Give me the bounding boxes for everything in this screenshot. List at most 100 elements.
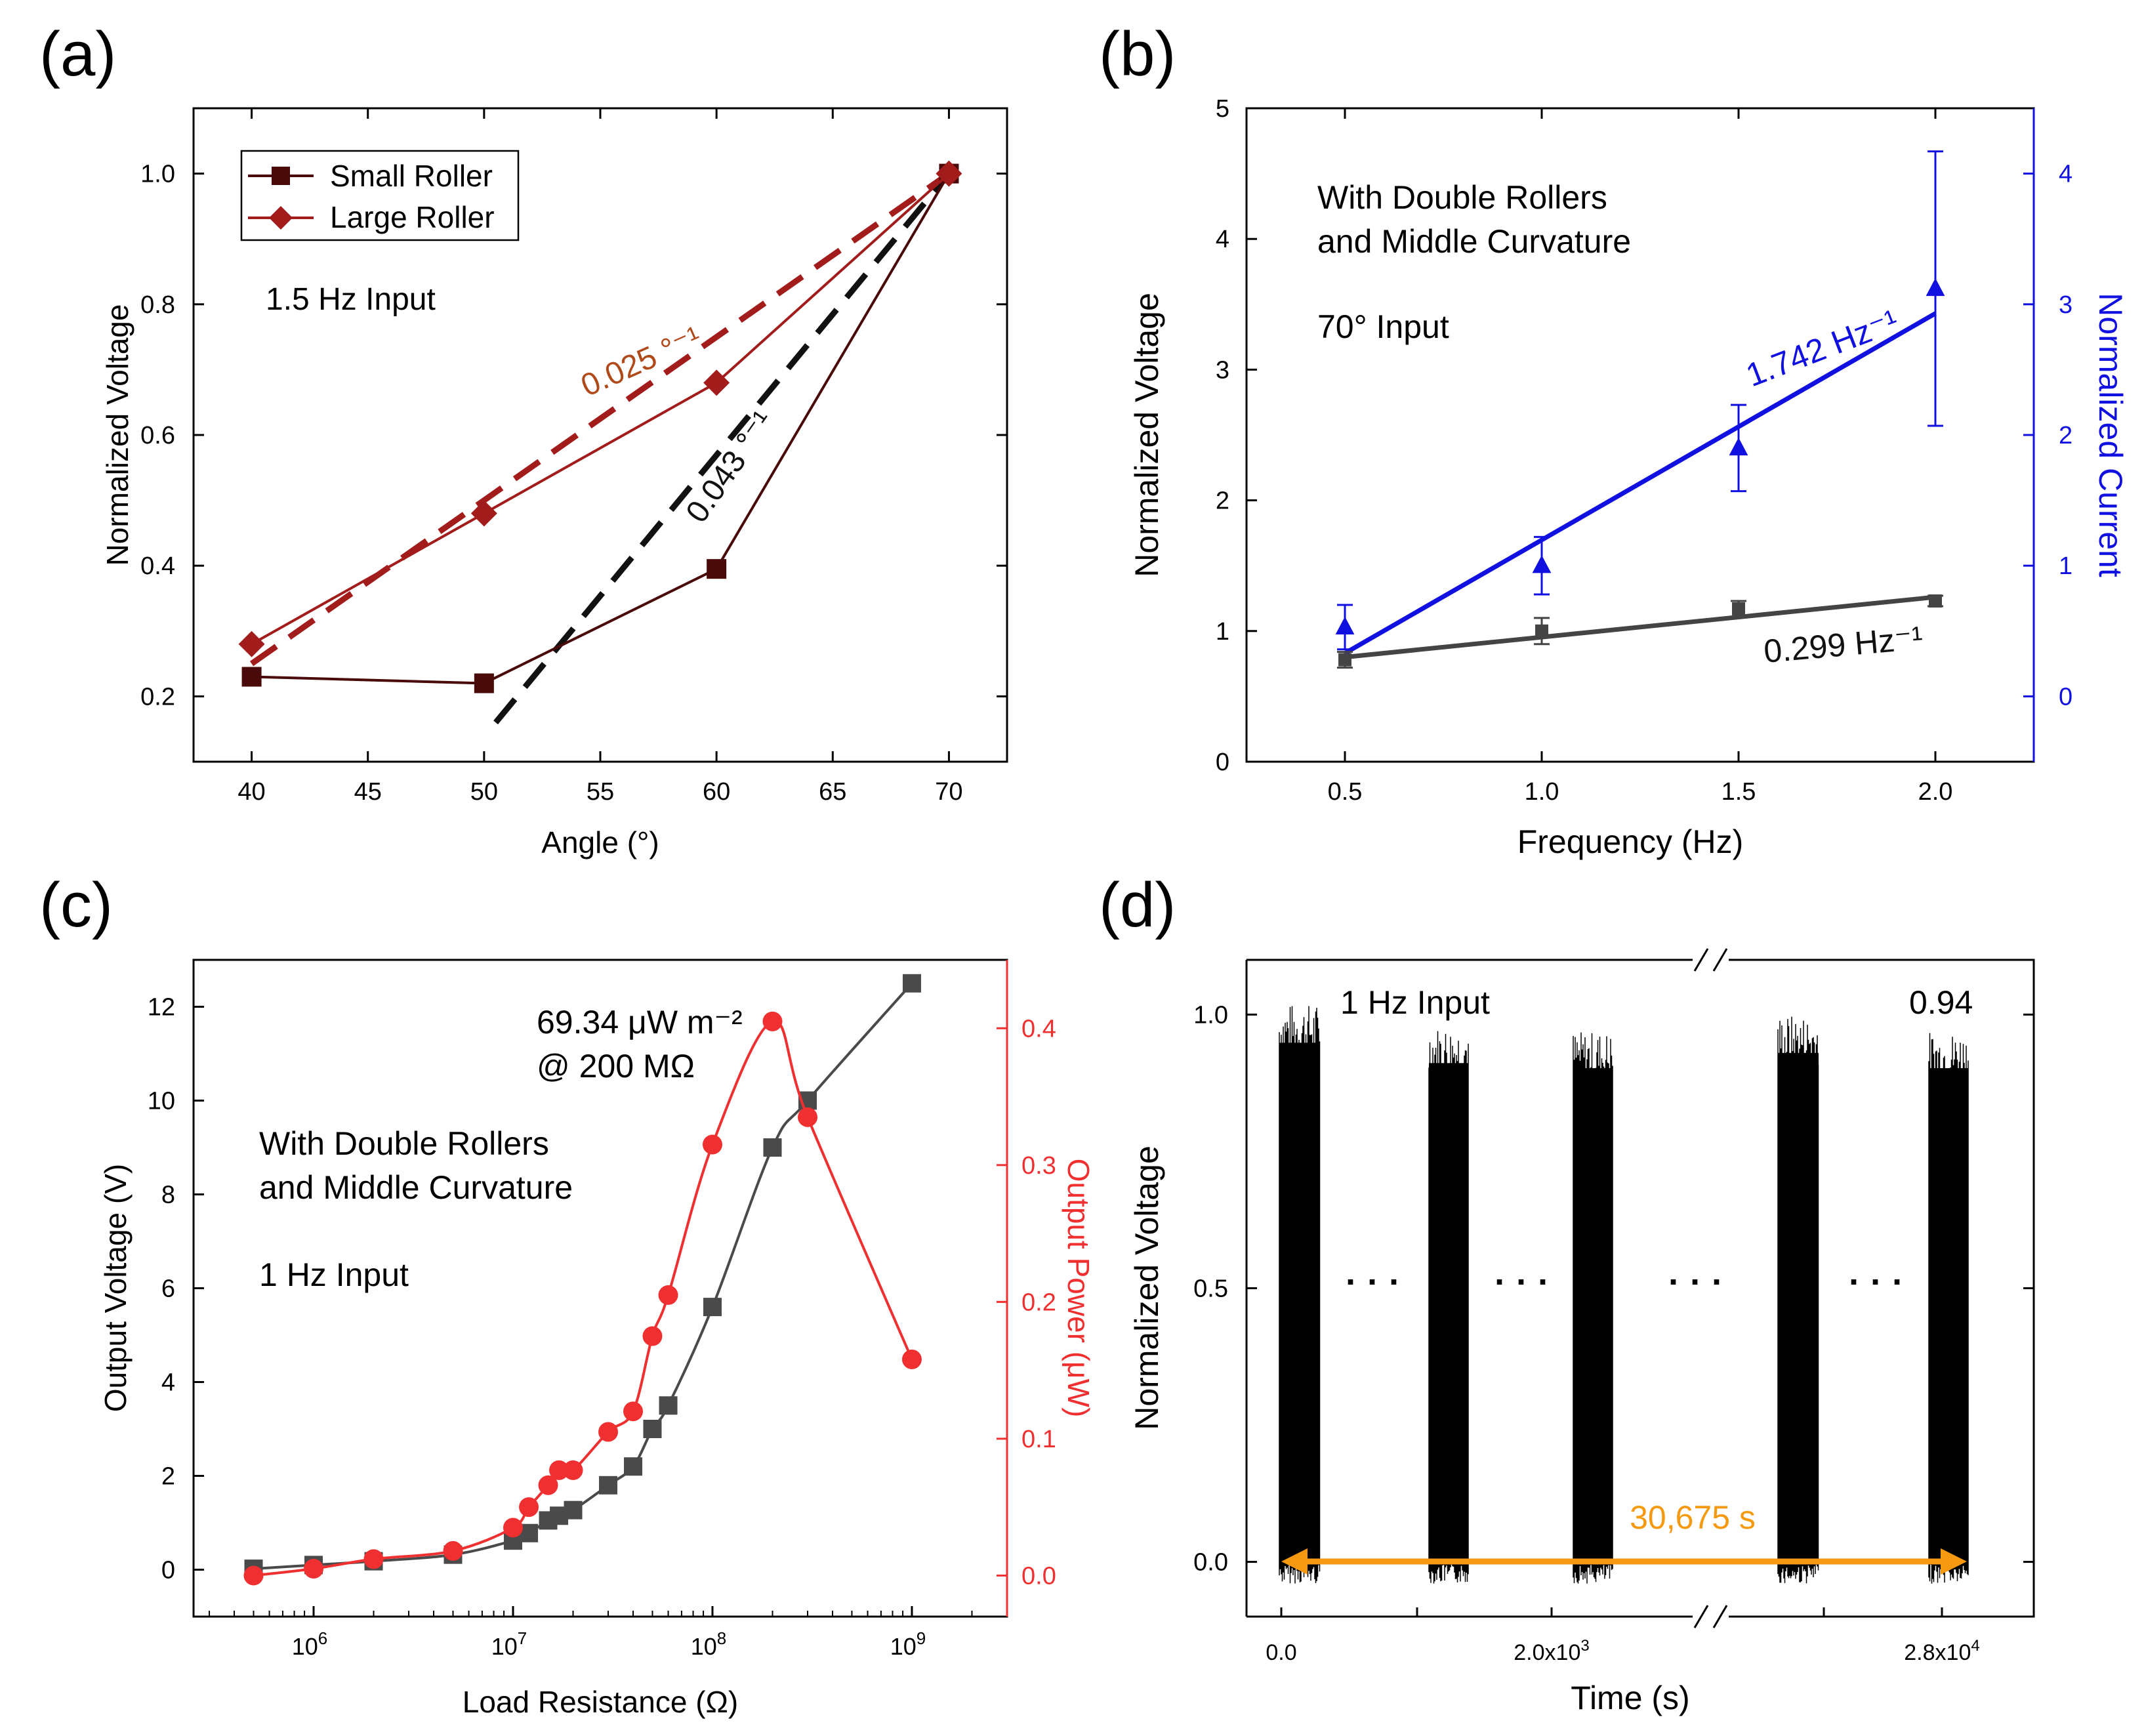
panel-d-span-arrow [1281,1548,1967,1575]
panel-c-annotation-power: 69.34 μW m⁻² [537,1004,743,1041]
panel-d-annotation-input: 1 Hz Input [1340,984,1490,1021]
panel-a-y-axis-label: Normalized Voltage [100,304,134,566]
panel-a-fit-lines [249,171,951,725]
panel-b-y-tick-label: 3 [1216,356,1229,384]
panel-c-y-tick-label: 8 [161,1182,175,1209]
data-point-voltage [1732,602,1745,615]
panel-b-annotation-line1: With Double Rollers [1317,179,1607,216]
data-point-power [658,1285,678,1305]
fit-line-small-roller [493,171,951,725]
panel-c-y2-tick-label: 0.0 [1021,1562,1056,1590]
panel-a-x-tick-label: 70 [935,778,962,806]
panel-a-series [238,160,962,693]
data-point-voltage [1929,594,1942,608]
fit-line-voltage [1344,594,1936,660]
panel-c-y-tick-label: 0 [161,1557,175,1584]
panel-c-y-tick-label: 2 [161,1463,175,1491]
panel-d-y-ticks: 0.0 0.5 1.0 [1193,1001,2034,1577]
panel-b-y2-tick-label: 4 [2059,161,2072,188]
data-point-current [1926,278,1945,297]
panel-c-series [243,974,922,1586]
data-point-small-roller [707,559,727,579]
panel-d-x-ticks: 0.0 2.0x103 2.8x104 [1266,1607,1980,1665]
panel-c-y-tick-label: 12 [148,994,175,1022]
panel-a-fit-label-small: 0.043 °⁻¹ [680,405,781,529]
panel-a-x-tick-label: 55 [587,778,614,806]
panel-c-y2-ticks: 0.0 0.1 0.2 0.3 0.4 [997,1015,1056,1590]
data-point-power [702,1134,722,1155]
panel-a-x-tick-label: 60 [703,778,730,806]
panel-c-x-tick-label: 108 [691,1628,727,1660]
panel-d-x-axis-label: Time (s) [1571,1680,1689,1716]
panel-b-y2-ticks: 0 1 2 3 4 [2023,161,2072,711]
panel-d-x-tick-label-0: 0.0 [1266,1640,1296,1665]
panel-a-y-tick-label: 0.4 [140,552,175,580]
panel-b-y-tick-label: 5 [1216,95,1229,123]
panel-b-y-ticks: 0 1 2 3 4 5 [1216,95,1257,776]
signal-burst-2-peaks [1428,1031,1469,1584]
data-point-power [762,1011,783,1031]
signal-burst-3-peaks [1573,1032,1613,1584]
panel-c-x-tick-label: 107 [491,1628,527,1660]
panel-a-x-tick-label: 65 [819,778,846,806]
panel-d-ellipsis: · · · [1849,1262,1904,1302]
panel-d-ellipsis: · · · [1668,1262,1723,1302]
data-point-power [623,1401,644,1422]
data-point-voltage [564,1500,583,1519]
panel-b-y-tick-label: 1 [1216,618,1229,646]
data-point-voltage [763,1138,782,1157]
signal-burst-4-peaks [1777,1016,1819,1584]
panel-c-annotation-line2: and Middle Curvature [259,1169,573,1206]
panel-a-x-tick-label: 40 [237,778,265,806]
panel-c-annotation-input: 1 Hz Input [259,1256,409,1293]
panel-d-axis-break-top [1693,948,1728,972]
data-point-power [598,1422,619,1442]
data-point-power [798,1107,818,1127]
panel-d-y-tick-label: 0.5 [1193,1275,1228,1303]
data-point-voltage [659,1396,678,1415]
legend-large-roller-label: Large Roller [330,200,495,234]
data-point-power [538,1475,558,1495]
panel-b-series [1335,150,1945,669]
data-point-voltage [599,1476,618,1495]
panel-d-y-tick-label: 0.0 [1193,1549,1228,1577]
panel-b-y-tick-label: 4 [1216,226,1229,253]
panel-c-x-tick-label: 109 [890,1628,926,1660]
data-point-large-roller [936,160,962,187]
panel-b-label: (b) [1099,19,1176,89]
legend-small-roller-marker [272,167,290,185]
fit-line-large-roller [249,171,951,667]
panel-c-x-axis-label: Load Resistance (Ω) [463,1685,738,1719]
series-line-large-roller [251,173,950,646]
data-point-voltage [902,974,921,993]
data-point-voltage [703,1298,722,1317]
panel-b-x-tick-label: 2.0 [1918,778,1953,806]
data-point-small-roller [241,667,262,687]
legend-small-roller-label: Small Roller [330,159,493,193]
panel-d-annotation-value: 0.94 [1909,984,1973,1021]
data-point-large-roller [703,369,730,396]
panel-c-y2-tick-label: 0.1 [1021,1426,1056,1453]
data-point-current [1335,616,1355,635]
data-point-voltage [1338,653,1351,667]
panel-b: (b) 0.5 1.0 1.5 2.0 0 1 2 3 4 5 0 1 2 3 4 Frequency … [1099,19,2129,860]
panel-c-y2-tick-label: 0.2 [1021,1289,1056,1316]
panel-d-y-tick-label: 1.0 [1193,1001,1228,1029]
signal-burst-1-peaks [1279,1006,1321,1584]
panel-c-y-axis-label: Output Voltage (V) [98,1164,133,1412]
panel-c-y-tick-label: 10 [148,1088,175,1115]
panel-d-ellipsis: · · · [1495,1262,1550,1302]
data-point-power [549,1460,569,1480]
panel-c-y-tick-label: 4 [161,1369,175,1397]
panel-d-y-axis-label: Normalized Voltage [1128,1146,1165,1430]
data-point-power [519,1497,539,1518]
panel-d-ellipses: · · · · · · · · · · · · [1346,1262,1904,1302]
panel-b-fit-label-voltage: 0.299 Hz⁻¹ [1762,619,1924,670]
panel-b-x-tick-label: 0.5 [1328,778,1363,806]
panel-a-annotation: 1.5 Hz Input [266,282,436,317]
data-point-small-roller [474,673,494,693]
data-point-power [443,1540,463,1561]
data-point-large-roller [470,500,497,527]
data-point-power [503,1518,523,1538]
panel-b-y-tick-label: 0 [1216,749,1229,776]
